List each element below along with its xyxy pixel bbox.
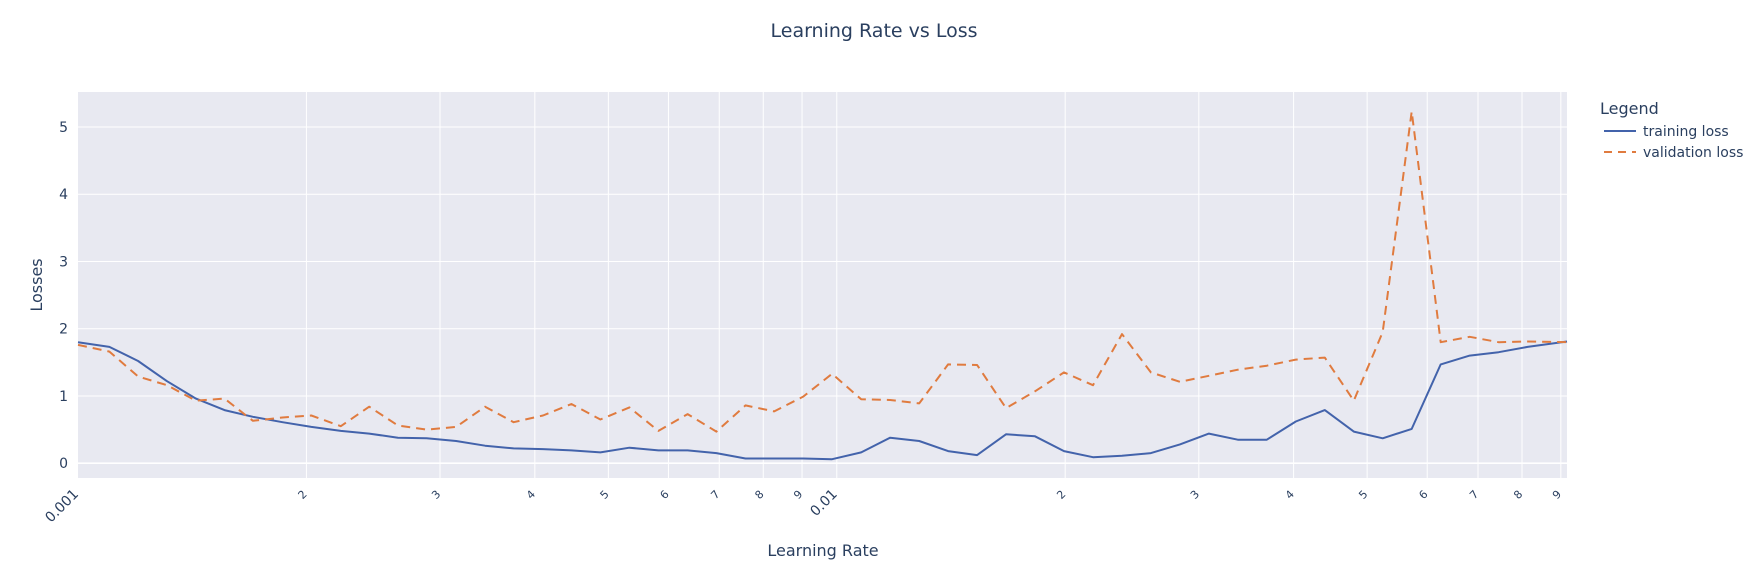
x-tick-label: 2 xyxy=(1054,488,1068,502)
x-tick-label: 7 xyxy=(708,488,722,502)
x-tick-label: 5 xyxy=(1356,488,1370,502)
x-tick-label: 3 xyxy=(1188,488,1202,502)
x-axis-ticks: 0.001 2 3 4 5 6 7 8 9 0.01 2 3 4 5 6 7 8 9 xyxy=(42,486,1564,526)
y-axis-ticks: 0 1 2 3 4 5 xyxy=(59,120,68,472)
legend-label: training loss xyxy=(1643,124,1729,140)
y-axis-label: Losses xyxy=(27,258,46,311)
series-line-validation-loss xyxy=(77,110,1568,433)
y-tick-label: 1 xyxy=(59,389,68,405)
y-tick-label: 4 xyxy=(59,187,68,203)
y-tick-label: 5 xyxy=(59,120,68,136)
x-tick-label: 4 xyxy=(1283,488,1297,502)
legend-items: training loss validation loss xyxy=(1604,124,1743,161)
x-tick-label: 0.01 xyxy=(807,486,840,519)
legend-label: validation loss xyxy=(1643,145,1743,161)
x-tick-label: 9 xyxy=(791,488,805,502)
legend: Legend training loss validation loss xyxy=(1600,99,1743,161)
x-tick-label: 8 xyxy=(752,488,766,502)
x-tick-label: 9 xyxy=(1550,488,1564,502)
plot-area xyxy=(78,92,1567,478)
x-tick-label: 7 xyxy=(1467,488,1481,502)
x-tick-label: 6 xyxy=(658,488,672,502)
chart-title: Learning Rate vs Loss xyxy=(771,20,978,42)
x-tick-label: 0.001 xyxy=(42,486,82,526)
x-tick-label: 5 xyxy=(598,488,612,502)
y-tick-label: 2 xyxy=(59,322,68,338)
legend-title: Legend xyxy=(1600,99,1659,118)
y-tick-label: 3 xyxy=(59,254,68,270)
x-tick-label: 2 xyxy=(296,488,310,502)
series-line-training-loss xyxy=(77,340,1568,461)
x-axis-label: Learning Rate xyxy=(767,541,878,560)
series-lines xyxy=(77,110,1568,461)
x-tick-label: 6 xyxy=(1416,488,1430,502)
y-tick-label: 0 xyxy=(59,456,68,472)
x-tick-label: 4 xyxy=(524,488,538,502)
grid-lines xyxy=(78,92,1567,478)
x-tick-label: 3 xyxy=(429,488,443,502)
x-tick-label: 8 xyxy=(1511,488,1525,502)
